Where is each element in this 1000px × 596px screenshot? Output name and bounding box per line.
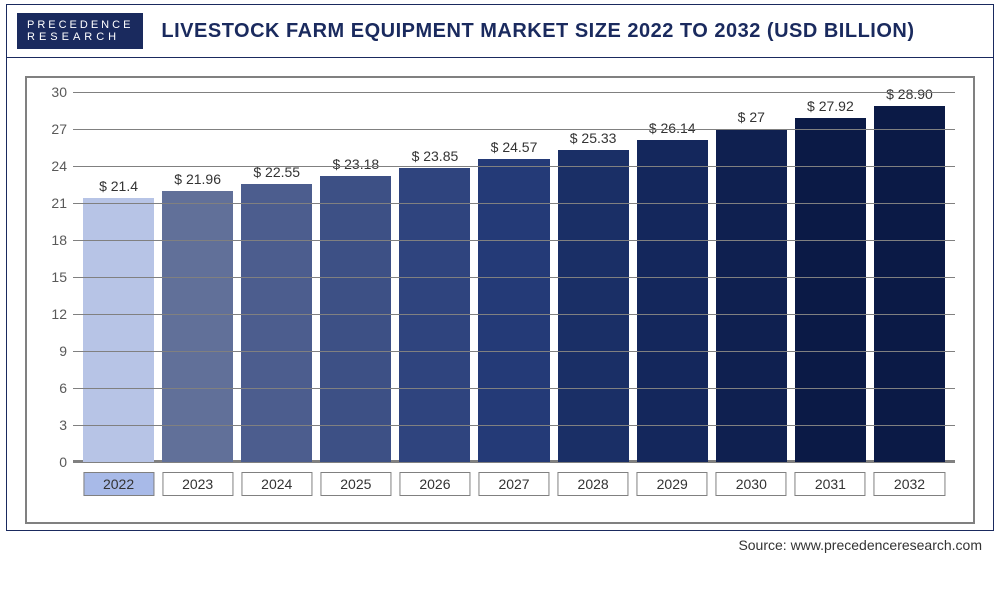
x-tick-label: 2025	[320, 472, 391, 496]
y-tick-label: 30	[37, 84, 67, 100]
bar-column: $ 22.552024	[241, 164, 312, 462]
x-tick-label: 2031	[795, 472, 866, 496]
bar-column: $ 21.962023	[162, 171, 233, 462]
logo-line1: PRECEDENCE	[27, 19, 133, 31]
bar-column: $ 25.332028	[558, 130, 629, 462]
bar	[241, 184, 312, 462]
gridline	[73, 462, 955, 463]
bar-column: $ 27.922031	[795, 98, 866, 462]
source-text: Source: www.precedenceresearch.com	[0, 531, 1000, 553]
bar-value-label: $ 25.33	[570, 130, 617, 146]
bar-column: $ 21.42022	[83, 178, 154, 462]
x-tick-label: 2029	[637, 472, 708, 496]
bar-value-label: $ 21.4	[99, 178, 138, 194]
bar-value-label: $ 27	[738, 109, 765, 125]
gridline	[73, 388, 955, 389]
chart-container: PRECEDENCE RESEARCH LIVESTOCK FARM EQUIP…	[6, 4, 994, 531]
gridline	[73, 129, 955, 130]
header: PRECEDENCE RESEARCH LIVESTOCK FARM EQUIP…	[7, 5, 993, 58]
y-tick-label: 12	[37, 306, 67, 322]
bar-value-label: $ 28.90	[886, 86, 933, 102]
bar-value-label: $ 27.92	[807, 98, 854, 114]
bar-value-label: $ 21.96	[174, 171, 221, 187]
bar	[716, 129, 787, 462]
bar	[320, 176, 391, 462]
x-tick-label: 2032	[874, 472, 945, 496]
y-tick-label: 27	[37, 121, 67, 137]
x-tick-label: 2023	[162, 472, 233, 496]
bar	[637, 140, 708, 462]
chart-area: $ 21.42022$ 21.962023$ 22.552024$ 23.182…	[7, 58, 993, 530]
x-tick-label: 2028	[558, 472, 629, 496]
gridline	[73, 92, 955, 93]
bar-value-label: $ 24.57	[491, 139, 538, 155]
y-tick-label: 24	[37, 158, 67, 174]
plot-box: $ 21.42022$ 21.962023$ 22.552024$ 23.182…	[25, 76, 975, 524]
bar	[558, 150, 629, 462]
gridline	[73, 351, 955, 352]
gridline	[73, 240, 955, 241]
bar-value-label: $ 26.14	[649, 120, 696, 136]
bar	[874, 106, 945, 462]
bar-column: $ 26.142029	[637, 120, 708, 462]
x-tick-label: 2027	[478, 472, 549, 496]
logo: PRECEDENCE RESEARCH	[17, 13, 143, 49]
gridline	[73, 277, 955, 278]
bar	[162, 191, 233, 462]
y-tick-label: 18	[37, 232, 67, 248]
gridline	[73, 203, 955, 204]
bar-column: $ 272030	[716, 109, 787, 462]
x-tick-label: 2024	[241, 472, 312, 496]
gridline	[73, 425, 955, 426]
bar	[83, 198, 154, 462]
plot: $ 21.42022$ 21.962023$ 22.552024$ 23.182…	[73, 92, 955, 462]
y-tick-label: 21	[37, 195, 67, 211]
bar	[795, 118, 866, 462]
bar-column: $ 23.182025	[320, 156, 391, 462]
chart-title: LIVESTOCK FARM EQUIPMENT MARKET SIZE 202…	[161, 20, 914, 43]
bar-value-label: $ 23.85	[412, 148, 459, 164]
bar-column: $ 28.902032	[874, 86, 945, 462]
y-tick-label: 15	[37, 269, 67, 285]
x-tick-label: 2022	[83, 472, 154, 496]
x-tick-label: 2030	[716, 472, 787, 496]
y-tick-label: 3	[37, 417, 67, 433]
bar	[478, 159, 549, 462]
bar-column: $ 24.572027	[478, 139, 549, 462]
gridline	[73, 166, 955, 167]
gridline	[73, 314, 955, 315]
bar-value-label: $ 23.18	[332, 156, 379, 172]
bar-column: $ 23.852026	[399, 148, 470, 462]
y-tick-label: 9	[37, 343, 67, 359]
x-tick-label: 2026	[399, 472, 470, 496]
logo-line2: RESEARCH	[27, 31, 133, 43]
y-tick-label: 0	[37, 454, 67, 470]
y-tick-label: 6	[37, 380, 67, 396]
